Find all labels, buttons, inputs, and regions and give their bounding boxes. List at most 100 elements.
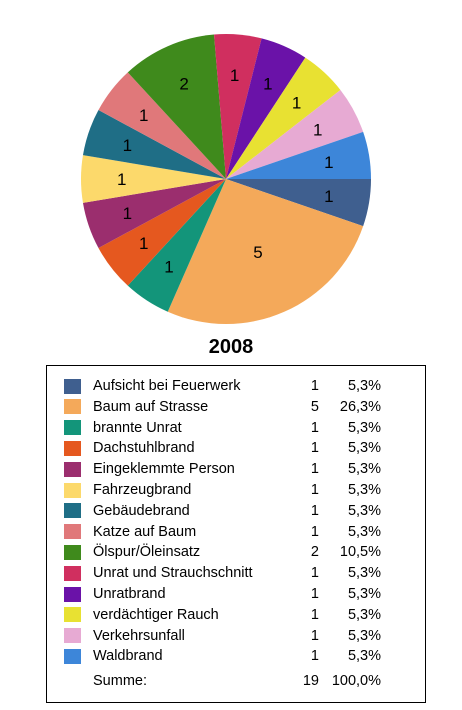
legend-item: Aufsicht bei Feuerwerk 1 5,3% <box>47 376 425 397</box>
legend-count: 1 <box>310 378 319 394</box>
legend-label: verdächtiger Rauch <box>93 606 219 623</box>
legend-count: 1 <box>310 586 319 602</box>
legend-item: Verkehrsunfall 1 5,3% <box>47 626 425 647</box>
slice-value-label: 1 <box>313 120 322 139</box>
legend-label: Verkehrsunfall <box>93 627 185 644</box>
slice-value-label: 1 <box>139 106 148 125</box>
slice-value-label: 1 <box>139 234 148 253</box>
legend-item: Fahrzeugbrand 1 5,3% <box>47 480 425 501</box>
legend-item: Baum auf Strasse 5 26,3% <box>47 397 425 418</box>
slice-value-label: 1 <box>324 187 333 206</box>
slice-value-label: 1 <box>123 204 132 223</box>
legend-count: 1 <box>310 482 319 498</box>
legend-label: Dachstuhlbrand <box>93 440 195 457</box>
legend-label: Aufsicht bei Feuerwerk <box>93 378 241 394</box>
legend-percent: 5,3% <box>347 482 381 498</box>
legend-item: Ölspur/Öleinsatz 2 10,5% <box>47 542 425 563</box>
legend-label: Unratbrand <box>93 586 166 602</box>
legend-count: 1 <box>310 502 319 519</box>
pie-slice <box>98 179 226 286</box>
legend-percent: 5,3% <box>347 502 381 519</box>
pie-slice <box>127 179 226 312</box>
pie-slice <box>82 109 227 179</box>
legend-swatch <box>64 524 81 540</box>
slice-value-label: 1 <box>117 170 126 189</box>
slice-value-label: 1 <box>230 66 239 85</box>
legend-percent: 5,3% <box>347 378 381 394</box>
slice-value-label: 1 <box>263 75 272 94</box>
legend-swatch <box>64 440 81 456</box>
legend-label: Fahrzeugbrand <box>93 482 192 498</box>
pie-slice <box>127 34 226 180</box>
pie-slice <box>167 179 364 324</box>
legend-label: Baum auf Strasse <box>93 398 209 415</box>
legend-swatch <box>64 586 81 602</box>
legend-swatch <box>64 482 81 498</box>
legend-percent: 5,3% <box>347 586 381 602</box>
legend-percent: 5,3% <box>347 627 381 644</box>
legend-percent: 5,3% <box>347 461 381 478</box>
legend-sum-row: Summe: 19 100,0% <box>47 671 425 692</box>
legend-item: Eingeklemmte Person 1 5,3% <box>47 459 425 480</box>
legend-count: 5 <box>310 398 319 415</box>
legend-percent: 5,3% <box>347 419 381 436</box>
chart-title: 2008 <box>208 336 254 358</box>
legend-percent: 10,5% <box>339 544 381 561</box>
legend-item: Katze auf Baum 1 5,3% <box>47 522 425 543</box>
legend-label: Unrat und Strauchschnitt <box>93 565 253 582</box>
legend-count: 1 <box>310 627 319 644</box>
legend-swatch <box>64 565 81 581</box>
legend-percent: 5,3% <box>347 648 381 665</box>
legend-swatch <box>64 399 81 415</box>
pie-slice <box>214 34 262 179</box>
pie-slice <box>226 179 371 227</box>
legend-item: Waldbrand 1 5,3% <box>47 646 425 667</box>
slice-value-label: 1 <box>292 93 301 112</box>
legend-percent: 100,0% <box>331 673 381 690</box>
legend-label: Eingeklemmte Person <box>93 461 235 478</box>
legend-item: Unratbrand 1 5,3% <box>47 584 425 605</box>
legend-item: verdächtiger Rauch 1 5,3% <box>47 605 425 626</box>
pie-slice <box>98 72 226 179</box>
slice-value-label: 1 <box>164 257 173 276</box>
slice-value-label: 2 <box>179 75 188 94</box>
legend-count: 1 <box>310 419 319 436</box>
legend-count: 2 <box>310 544 319 561</box>
legend-count: 1 <box>310 523 319 540</box>
pie-slice <box>81 155 226 203</box>
legend-count: 1 <box>310 461 319 478</box>
legend-item: brannte Unrat 1 5,3% <box>47 418 425 439</box>
legend-count: 1 <box>310 440 319 457</box>
legend-label: Summe: <box>93 673 147 690</box>
pie-slice <box>226 38 306 179</box>
slice-value-label: 1 <box>123 136 132 155</box>
legend-item: Dachstuhlbrand 1 5,3% <box>47 438 425 459</box>
legend-percent: 5,3% <box>347 523 381 540</box>
legend-label: Ölspur/Öleinsatz <box>93 544 201 561</box>
legend-percent: 5,3% <box>347 565 381 582</box>
legend: Aufsicht bei Feuerwerk 1 5,3% Baum auf Stra… <box>46 365 426 703</box>
legend-percent: 26,3% <box>339 398 381 415</box>
legend-count: 1 <box>310 648 319 665</box>
legend-swatch <box>64 503 81 519</box>
legend-label: Gebäudebrand <box>93 502 190 519</box>
legend-count: 19 <box>302 673 319 690</box>
legend-swatch <box>64 628 81 644</box>
legend-count: 1 <box>310 565 319 582</box>
pie-slice <box>82 179 227 249</box>
legend-swatch <box>64 607 81 623</box>
legend-label: Katze auf Baum <box>93 523 197 540</box>
legend-swatch <box>64 378 81 394</box>
slice-value-label: 5 <box>253 243 262 262</box>
legend-label: brannte Unrat <box>93 419 182 436</box>
legend-item: Unrat und Strauchschnitt 1 5,3% <box>47 563 425 584</box>
legend-swatch <box>64 648 81 664</box>
legend-label: Waldbrand <box>93 648 163 665</box>
legend-count: 1 <box>310 606 319 623</box>
legend-percent: 5,3% <box>347 606 381 623</box>
legend-item: Gebäudebrand 1 5,3% <box>47 501 425 522</box>
pie-slice <box>226 89 364 179</box>
legend-swatch <box>64 420 81 436</box>
slice-value-label: 1 <box>324 153 333 172</box>
